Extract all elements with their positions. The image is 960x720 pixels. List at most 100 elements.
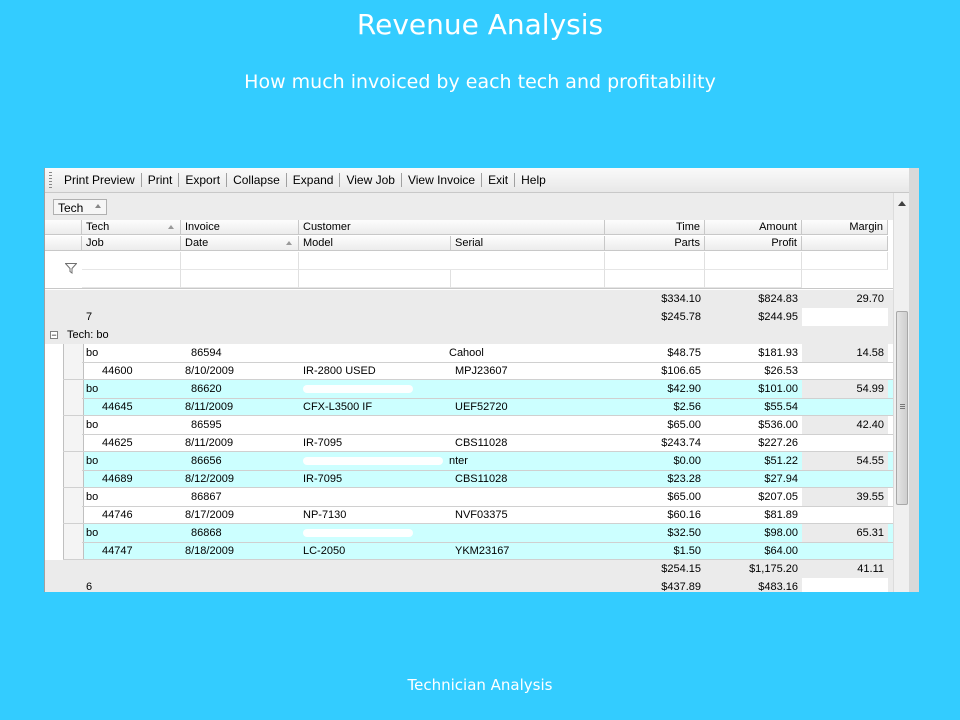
scroll-up-icon[interactable]: [898, 201, 906, 206]
redacted-customer: [303, 349, 443, 357]
filter-date[interactable]: [181, 270, 299, 288]
row-divider: [63, 415, 893, 416]
cell-tech: bo: [86, 455, 99, 467]
expand-button[interactable]: Expand: [292, 173, 334, 187]
summary-count: 6: [86, 581, 93, 592]
toolbar-separator: [140, 173, 142, 187]
summary-amount: $1,175.20: [749, 563, 798, 575]
filter-model[interactable]: [299, 270, 451, 288]
redacted-customer: [303, 493, 413, 501]
filter-tech[interactable]: [82, 252, 181, 270]
filter-amount[interactable]: [705, 252, 802, 270]
view-invoice-button[interactable]: View Invoice: [407, 173, 476, 187]
cell-serial: UEF52720: [455, 401, 508, 413]
header-parts[interactable]: Parts: [605, 236, 705, 251]
toolbar-separator: [226, 173, 228, 187]
cell-margin: 54.99: [802, 380, 888, 398]
header-date[interactable]: Date: [181, 236, 299, 251]
row-divider: [82, 470, 893, 471]
row-indicator[interactable]: [63, 344, 84, 380]
toolbar-separator: [339, 173, 341, 187]
redacted-customer: [303, 385, 413, 393]
cell-tech: bo: [86, 347, 99, 359]
header-serial[interactable]: Serial: [451, 236, 605, 251]
header-model[interactable]: Model: [299, 236, 451, 251]
cell-time: $32.50: [667, 527, 701, 539]
filter-time[interactable]: [605, 252, 705, 270]
row-indicator[interactable]: [63, 524, 84, 560]
cell-amount: $51.22: [764, 455, 798, 467]
scroll-thumb[interactable]: [896, 311, 908, 505]
filter-invoice[interactable]: [181, 252, 299, 270]
print-button[interactable]: Print: [147, 173, 173, 187]
cell-date: 8/11/2009: [185, 437, 234, 449]
row-indicator[interactable]: [63, 416, 84, 452]
toolbar-separator: [285, 173, 287, 187]
cell-date: 8/18/2009: [185, 545, 234, 557]
cell-job: 44747: [102, 545, 133, 557]
row-divider: [63, 487, 893, 488]
cell-tech: bo: [86, 419, 99, 431]
summary-parts: $437.89: [661, 581, 701, 592]
filter-parts[interactable]: [605, 270, 705, 288]
header-job[interactable]: Job: [82, 236, 181, 251]
filter-profit[interactable]: [705, 270, 802, 288]
filter-icon[interactable]: [65, 263, 77, 274]
header-customer[interactable]: Customer: [299, 220, 605, 235]
row-indicator[interactable]: [63, 452, 84, 488]
view-job-button[interactable]: View Job: [346, 173, 395, 187]
header-indent: [45, 220, 82, 235]
row-indicator[interactable]: [63, 488, 84, 524]
help-button[interactable]: Help: [521, 173, 546, 187]
redacted-customer: [303, 421, 413, 429]
cell-margin: 65.31: [802, 524, 888, 542]
toolbar-grip[interactable]: [49, 172, 52, 188]
cell-tech: bo: [86, 491, 99, 503]
group-row: [45, 326, 893, 344]
summary-parts: $245.78: [661, 311, 701, 323]
slide-footer: Technician Analysis: [407, 676, 553, 694]
cell-amount: $98.00: [764, 527, 798, 539]
row-divider: [82, 506, 893, 507]
cell-job: 44645: [102, 401, 133, 413]
cell-profit: $27.94: [764, 473, 798, 485]
toolbar-separator: [481, 173, 483, 187]
cell-invoice: 86867: [191, 491, 222, 503]
filter-margin[interactable]: [802, 252, 888, 270]
header-tech[interactable]: Tech: [82, 220, 181, 235]
cell-serial: MPJ23607: [455, 365, 508, 377]
export-button[interactable]: Export: [185, 173, 221, 187]
row-indicator[interactable]: [63, 380, 84, 416]
group-chip-tech[interactable]: Tech: [53, 199, 107, 215]
filter-job[interactable]: [82, 270, 181, 288]
cell-serial: NVF03375: [455, 509, 508, 521]
cell-customer: Cahool: [449, 347, 484, 359]
filter-row: [45, 252, 893, 289]
header-margin[interactable]: Margin: [802, 220, 888, 235]
summary-count: 7: [86, 311, 93, 323]
header-amount[interactable]: Amount: [705, 220, 802, 235]
cell-margin: 42.40: [802, 416, 888, 434]
header-invoice[interactable]: Invoice: [181, 220, 299, 235]
summary-time: $254.15: [661, 563, 701, 575]
group-label: Tech: bo: [67, 329, 109, 341]
filter-customer[interactable]: [299, 252, 605, 270]
cell-parts: $23.28: [667, 473, 701, 485]
vertical-scrollbar[interactable]: [893, 193, 910, 592]
header-profit[interactable]: Profit: [705, 236, 802, 251]
print-preview-button[interactable]: Print Preview: [64, 173, 135, 187]
cell-parts: $243.74: [661, 437, 701, 449]
group-chip-label: Tech: [58, 201, 84, 215]
cell-model: IR-2800 USED: [303, 365, 376, 377]
header-time[interactable]: Time: [605, 220, 705, 235]
exit-button[interactable]: Exit: [488, 173, 509, 187]
cell-margin: 39.55: [802, 488, 888, 506]
cell-model: IR-7095: [303, 437, 343, 449]
collapse-button[interactable]: Collapse: [233, 173, 280, 187]
cell-margin: 54.55: [802, 452, 888, 470]
cell-amount: $101.00: [758, 383, 798, 395]
filter-serial[interactable]: [451, 270, 605, 288]
row-divider: [63, 379, 893, 380]
collapse-group-icon[interactable]: −: [50, 330, 58, 340]
slide-title: Revenue Analysis: [356, 8, 604, 41]
